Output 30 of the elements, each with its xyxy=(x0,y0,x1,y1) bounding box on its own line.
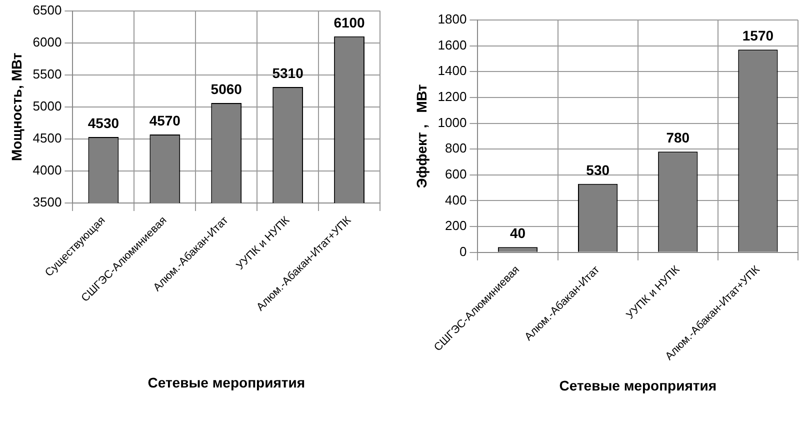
data-label: 4530 xyxy=(88,114,120,131)
data-label: 780 xyxy=(666,130,690,146)
y-tick-label: 4000 xyxy=(32,162,62,178)
data-label: 5060 xyxy=(210,80,242,97)
x-axis-title: Сетевые мероприятия xyxy=(559,377,716,394)
y-tick-label: 4500 xyxy=(32,130,62,146)
data-label: 530 xyxy=(586,162,610,178)
data-label: 40 xyxy=(510,225,526,242)
data-label: 5310 xyxy=(272,64,304,81)
y-tick-label: 0 xyxy=(459,244,467,259)
y-tick-label: 200 xyxy=(445,218,467,234)
y-tick-label: 6000 xyxy=(32,34,62,50)
y-tick-label: 1800 xyxy=(438,12,467,27)
y-tick-label: 800 xyxy=(445,140,467,156)
y-tick-label: 400 xyxy=(445,192,467,208)
y-tick-label: 5500 xyxy=(32,66,62,82)
y-axis-title: Эффект , МВт xyxy=(413,84,430,188)
y-axis-title: Мощность, МВт xyxy=(8,52,24,162)
data-label: 1570 xyxy=(742,28,774,44)
data-label: 6100 xyxy=(334,14,366,30)
y-tick-label: 3500 xyxy=(32,194,62,210)
y-tick-label: 1400 xyxy=(438,63,467,78)
y-tick-label: 1000 xyxy=(438,114,467,130)
y-tick-label: 1600 xyxy=(438,37,467,52)
y-tick-label: 5000 xyxy=(32,98,62,114)
x-axis-title: Сетевые мероприятия xyxy=(148,374,305,390)
y-tick-label: 6500 xyxy=(32,2,62,18)
y-tick-label: 1200 xyxy=(438,89,467,104)
data-label: 4570 xyxy=(149,112,181,128)
y-tick-label: 600 xyxy=(445,166,467,182)
